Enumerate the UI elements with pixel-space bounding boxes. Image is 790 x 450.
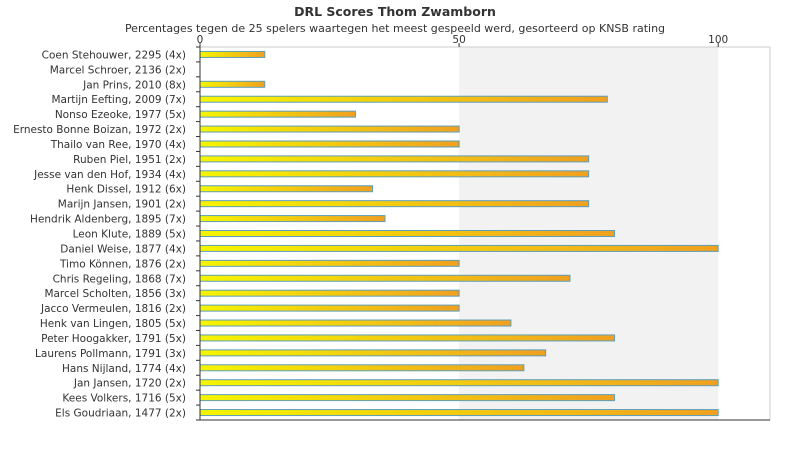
category-label: Els Goudriaan, 1477 (2x) [55,408,186,420]
category-label: Hendrik Aldenberg, 1895 (7x) [30,214,186,226]
category-label: Timo Können, 1876 (2x) [59,258,186,270]
category-label: Marijn Jansen, 1901 (2x) [58,199,186,211]
bar [199,140,460,148]
bar [199,274,571,282]
bar [199,110,356,118]
category-label: Nonso Ezeoke, 1977 (5x) [55,109,186,121]
category-label: Jan Prins, 2010 (8x) [82,79,186,91]
bar [199,364,525,372]
category-label: Hans Nijland, 1774 (4x) [62,363,186,375]
category-label: Marcel Schroer, 2136 (2x) [50,64,186,76]
category-label: Kees Volkers, 1716 (5x) [62,393,186,405]
category-label: Jacco Vermeulen, 1816 (2x) [40,303,186,315]
category-label: Leon Klute, 1889 (5x) [73,229,186,241]
bar [199,304,460,312]
x-tick-label: 0 [197,34,204,46]
chart-subtitle: Percentages tegen de 25 spelers waartege… [124,22,666,35]
category-label: Chris Regeling, 1868 (7x) [53,273,186,285]
category-label: Martijn Eefting, 2009 (7x) [51,94,186,106]
bar [199,259,460,267]
bar [199,289,460,297]
bar [199,394,616,402]
chart-title: DRL Scores Thom Zwamborn [294,4,496,19]
bar [199,155,590,163]
category-label: Ruben Piel, 1951 (2x) [73,154,186,166]
bar [199,95,608,103]
bar [199,230,616,237]
bar [199,409,719,417]
category-label: Jan Jansen, 1720 (2x) [73,378,186,390]
bar [199,50,266,58]
category-label: Ernesto Bonne Boizan, 1972 (2x) [13,124,186,136]
bar [199,170,590,178]
category-label: Peter Hoogakker, 1791 (5x) [41,333,186,345]
category-label: Coen Stehouwer, 2295 (4x) [42,49,186,61]
category-label: Marcel Scholten, 1856 (3x) [44,288,186,300]
bar [199,349,547,357]
bar [199,200,590,208]
category-label: Daniel Weise, 1877 (4x) [60,243,186,255]
bar [199,185,374,193]
bar [199,334,616,342]
bar [199,319,512,327]
bar [199,80,266,88]
category-label: Laurens Pollmann, 1791 (3x) [35,348,186,360]
x-tick-label: 50 [452,34,465,46]
bar [199,244,719,252]
bar [199,125,460,133]
category-label: Henk van Lingen, 1805 (5x) [40,318,186,330]
bar [199,215,386,223]
bar [199,379,719,387]
category-label: Thailo van Ree, 1970 (4x) [50,139,186,151]
category-label: Henk Dissel, 1912 (6x) [66,184,186,196]
plot-band [718,47,770,420]
category-label: Jesse van den Hof, 1934 (4x) [33,169,186,181]
x-tick-label: 100 [708,34,728,46]
